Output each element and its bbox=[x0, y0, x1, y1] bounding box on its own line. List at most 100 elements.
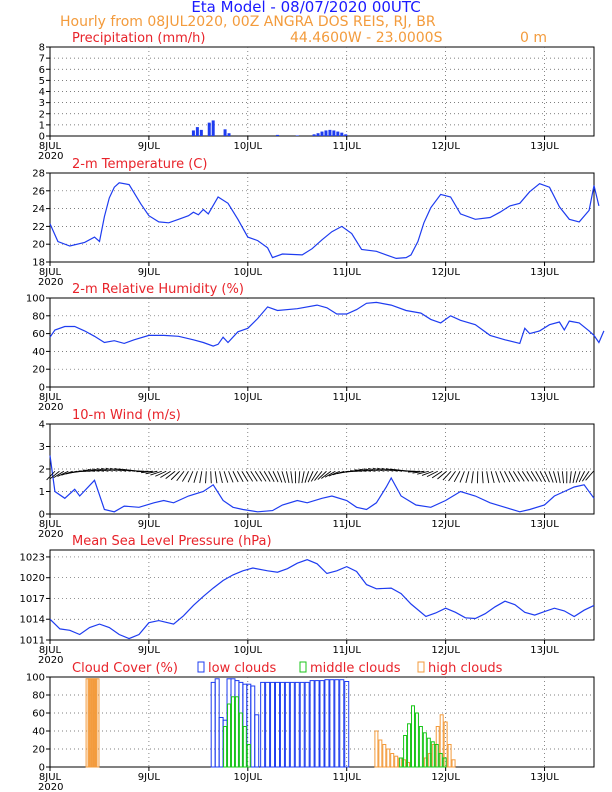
x-tick-label: 12JUL bbox=[431, 645, 460, 656]
y-tick-label: 2 bbox=[39, 465, 45, 476]
y-tick-label: 80 bbox=[32, 691, 45, 702]
x-tick-label: 10JUL bbox=[234, 519, 263, 530]
x-tick-label: 11JUL bbox=[332, 267, 361, 278]
x-tick-label: 10JUL bbox=[234, 267, 263, 278]
wind-vector bbox=[145, 470, 158, 475]
y-tick-label: 24 bbox=[32, 204, 45, 215]
wind-vector bbox=[118, 468, 131, 472]
wind-vector bbox=[109, 467, 122, 472]
low-cloud-bar bbox=[274, 681, 280, 768]
high-cloud-bar bbox=[374, 730, 379, 768]
wind-vector bbox=[324, 470, 336, 478]
x-tick-label: 10JUL bbox=[234, 645, 263, 656]
x-tick-label: 9JUL bbox=[138, 772, 161, 783]
precip-bar bbox=[332, 130, 336, 136]
low-cloud-bar bbox=[339, 679, 345, 768]
x-year-label: 2020 bbox=[38, 529, 63, 540]
wind-vector bbox=[354, 469, 367, 472]
panel-title: 2-m Relative Humidity (%) bbox=[72, 282, 244, 297]
wind-vector bbox=[250, 471, 258, 482]
y-tick-label: 20 bbox=[32, 240, 45, 251]
y-tick-label: 100 bbox=[26, 673, 45, 684]
wind-vector bbox=[114, 468, 127, 472]
wind-vector bbox=[53, 470, 65, 479]
x-tick-label: 13JUL bbox=[530, 267, 559, 278]
wind-vector bbox=[585, 470, 594, 481]
wind-vector bbox=[377, 467, 389, 472]
x-tick-label: 11JUL bbox=[332, 392, 361, 403]
wind-vector bbox=[526, 471, 534, 482]
wind-vector bbox=[160, 470, 171, 478]
wind-vector bbox=[442, 470, 452, 481]
low-cloud-bar bbox=[334, 679, 340, 768]
wind-vector bbox=[381, 467, 394, 472]
meteogram-title: Eta Model - 08/07/2020 00UTC bbox=[191, 0, 420, 16]
wind-vector bbox=[448, 470, 456, 482]
wind-vector bbox=[46, 470, 56, 481]
y-tick-label: 1023 bbox=[20, 552, 45, 563]
high-cloud-bar bbox=[95, 678, 100, 768]
y-tick-label: 40 bbox=[32, 347, 45, 358]
panel-2: 18 20 22 24 26 28 8JUL 9JUL 10JUL 11JUL 12JUL 13JUL… bbox=[32, 157, 600, 288]
low-cloud-bar bbox=[314, 680, 320, 768]
wind-vector bbox=[304, 471, 310, 483]
panel-4: 0 1 2 3 4 8JUL 9JUL 10JUL 11JUL 12JUL 13JUL 2020 10-… bbox=[38, 408, 595, 540]
middle-cloud-bar bbox=[422, 732, 427, 768]
panel-title: Precipitation (mm/h) bbox=[72, 31, 205, 46]
wind-vector bbox=[490, 471, 495, 483]
y-tick-label: 40 bbox=[32, 727, 45, 738]
low-cloud-bar bbox=[304, 681, 310, 768]
x-tick-label: 8JUL bbox=[39, 519, 62, 530]
wind-vector bbox=[421, 470, 434, 476]
x-tick-label: 11JUL bbox=[332, 141, 361, 152]
precip-bar bbox=[328, 129, 332, 136]
wind-vector bbox=[232, 471, 239, 483]
low-cloud-bar bbox=[284, 681, 290, 768]
middle-cloud-bar bbox=[430, 741, 435, 768]
y-tick-label: 1 bbox=[39, 120, 45, 131]
y-tick-label: 6 bbox=[39, 65, 45, 76]
x-tick-label: 9JUL bbox=[138, 141, 161, 152]
y-tick-label: 1011 bbox=[20, 636, 45, 647]
precip-bar bbox=[336, 131, 340, 136]
y-tick-label: 1 bbox=[39, 487, 45, 498]
legend-label: middle clouds bbox=[310, 661, 401, 676]
legend-label: high clouds bbox=[428, 661, 503, 676]
x-tick-label: 10JUL bbox=[234, 141, 263, 152]
wind-vector bbox=[150, 470, 162, 476]
middle-cloud-bar bbox=[399, 757, 404, 768]
wind-vector bbox=[328, 470, 340, 477]
x-tick-label: 9JUL bbox=[138, 645, 161, 656]
x-tick-label: 13JUL bbox=[530, 772, 559, 783]
y-tick-label: 5 bbox=[39, 76, 45, 87]
middle-cloud-bar bbox=[403, 735, 408, 768]
x-year-label: 2020 bbox=[38, 151, 63, 162]
y-tick-label: 26 bbox=[32, 186, 45, 197]
wind-vector bbox=[317, 470, 327, 480]
x-tick-label: 12JUL bbox=[431, 141, 460, 152]
wind-vector bbox=[314, 470, 323, 481]
wind-vector bbox=[372, 467, 385, 472]
wind-vector bbox=[557, 471, 561, 484]
y-tick-label: 4 bbox=[39, 87, 45, 98]
series-line bbox=[49, 301, 605, 347]
precip-bar bbox=[227, 133, 231, 136]
wind-vector bbox=[101, 467, 113, 472]
x-year-label: 2020 bbox=[38, 782, 63, 792]
wind-vector bbox=[426, 470, 438, 478]
wind-vector bbox=[205, 471, 207, 484]
x-year-label: 2020 bbox=[38, 402, 63, 413]
low-cloud-bar bbox=[299, 681, 305, 768]
y-tick-label: 8 bbox=[39, 43, 45, 54]
panel-5: 1011 1014 1017 1020 1023 8JUL 9JUL 10JUL 11JUL 12… bbox=[20, 534, 595, 666]
high-cloud-bar bbox=[398, 757, 403, 768]
x-tick-label: 8JUL bbox=[39, 645, 62, 656]
y-tick-label: 0 bbox=[39, 510, 45, 521]
wind-vector bbox=[237, 471, 244, 483]
x-tick-label: 13JUL bbox=[530, 645, 559, 656]
legend-swatch bbox=[197, 661, 205, 673]
high-cloud-bar bbox=[382, 744, 387, 768]
precip-bar bbox=[211, 120, 215, 136]
wind-vector bbox=[368, 467, 380, 472]
